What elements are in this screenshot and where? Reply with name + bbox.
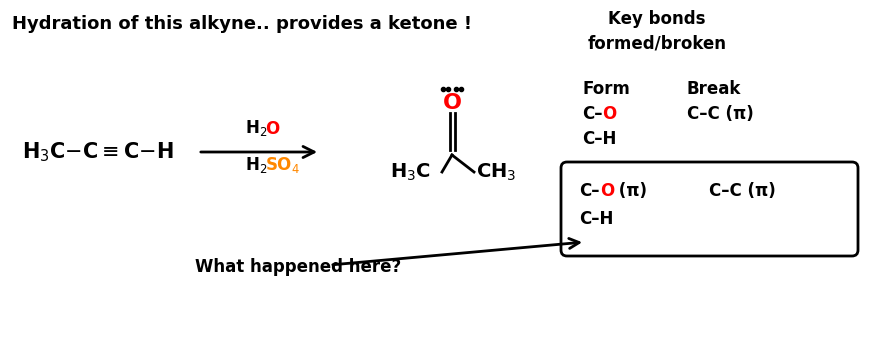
Text: C–: C– [579, 182, 600, 200]
Text: O: O [602, 105, 616, 123]
Text: What happened here?: What happened here? [195, 258, 401, 276]
Text: H$_2$: H$_2$ [245, 118, 267, 138]
Text: Key bonds
formed/broken: Key bonds formed/broken [587, 10, 726, 53]
Text: CH$_3$: CH$_3$ [476, 162, 517, 183]
Text: C–C (π): C–C (π) [687, 105, 753, 123]
Text: SO$_4$: SO$_4$ [265, 155, 300, 175]
Text: Hydration of this alkyne.. provides a ketone !: Hydration of this alkyne.. provides a ke… [12, 15, 472, 33]
Text: O: O [265, 120, 280, 138]
Text: O: O [600, 182, 614, 200]
Text: O: O [442, 93, 461, 113]
Text: (π): (π) [613, 182, 647, 200]
Text: Form: Form [582, 80, 630, 98]
Text: C–: C– [582, 105, 602, 123]
Text: Break: Break [687, 80, 741, 98]
Text: H$_3$C$-$C$\equiv$C$-$H: H$_3$C$-$C$\equiv$C$-$H [22, 140, 174, 164]
Text: H$_3$C: H$_3$C [390, 162, 431, 183]
Text: C–H: C–H [579, 210, 614, 228]
Text: H$_2$: H$_2$ [245, 155, 267, 175]
FancyBboxPatch shape [561, 162, 858, 256]
Text: C–C (π): C–C (π) [709, 182, 776, 200]
Text: C–H: C–H [582, 130, 616, 148]
